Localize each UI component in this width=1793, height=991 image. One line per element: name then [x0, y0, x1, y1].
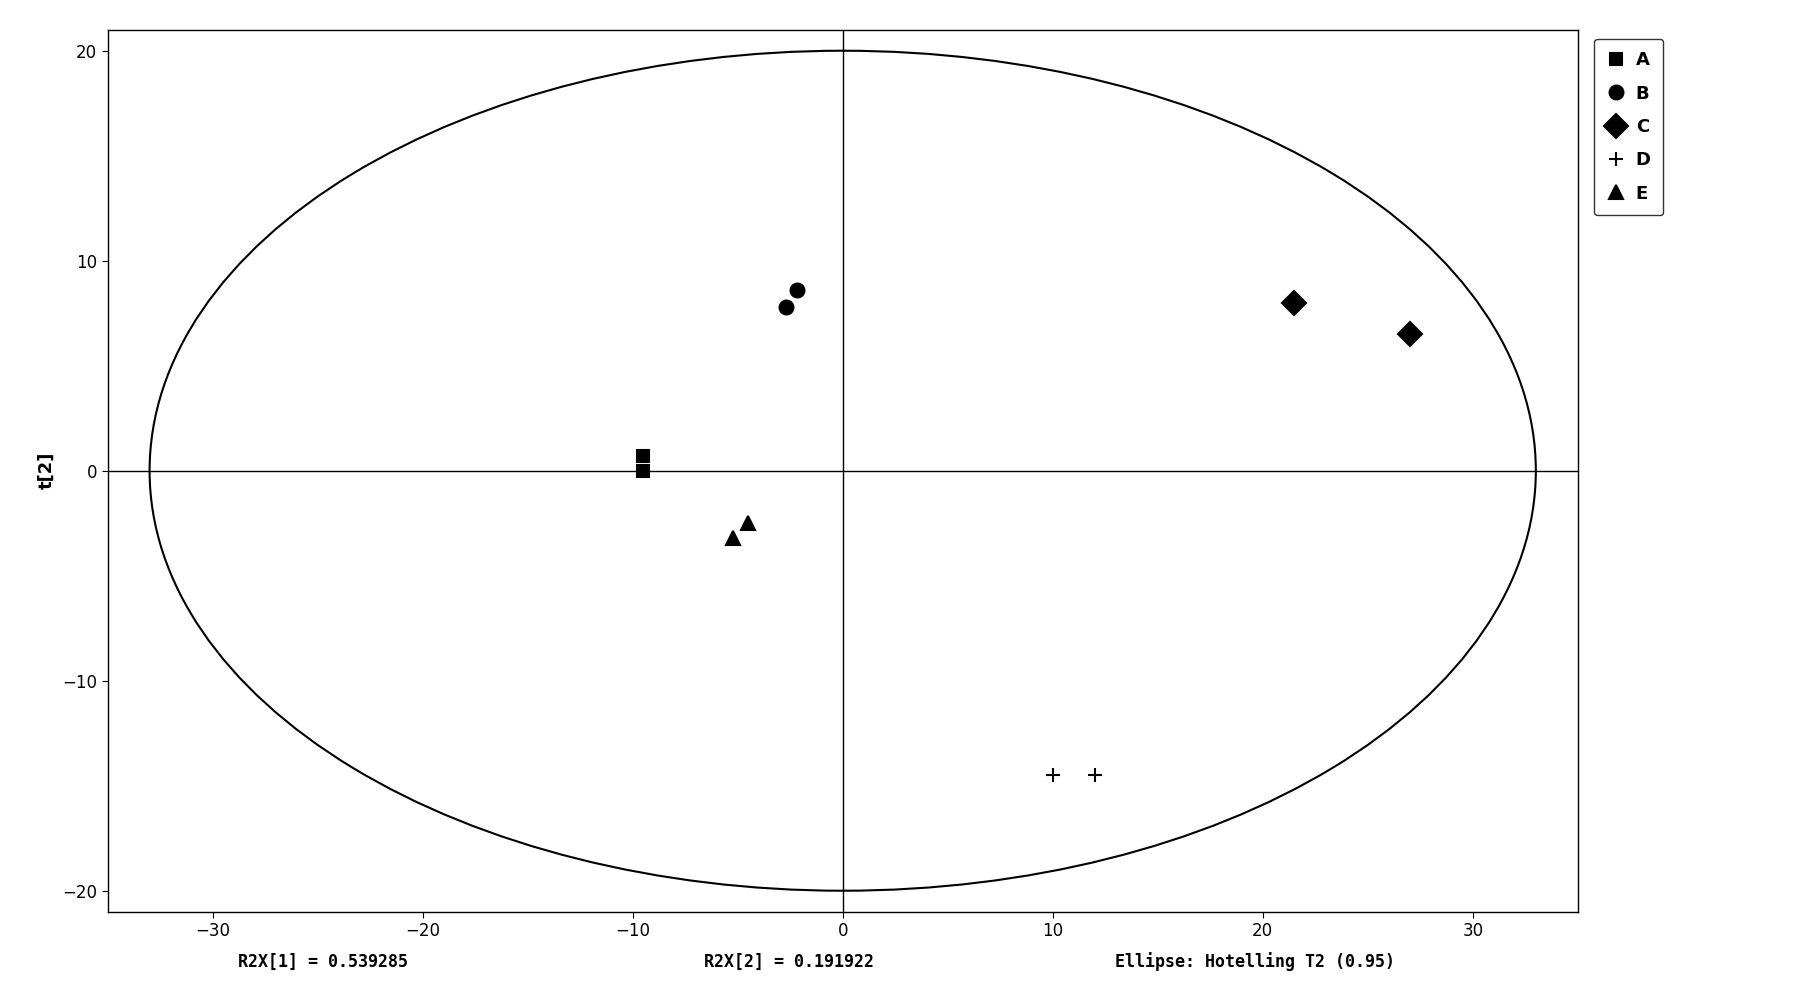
Text: R2X[2] = 0.191922: R2X[2] = 0.191922 — [705, 953, 873, 971]
Y-axis label: t[2]: t[2] — [38, 452, 56, 490]
Legend: A, B, C, D, E: A, B, C, D, E — [1594, 39, 1664, 215]
Text: Ellipse: Hotelling T2 (0.95): Ellipse: Hotelling T2 (0.95) — [1115, 952, 1395, 971]
Text: R2X[1] = 0.539285: R2X[1] = 0.539285 — [238, 953, 407, 971]
